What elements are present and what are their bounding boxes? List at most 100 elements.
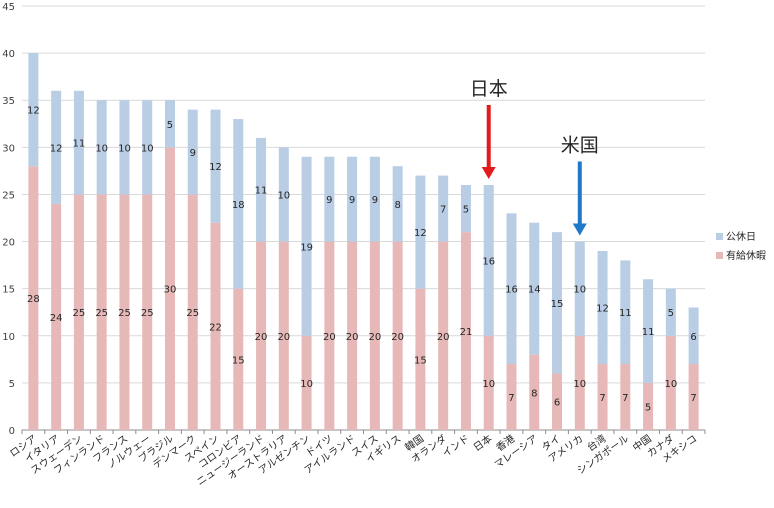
data-label-paid-leave: 7: [508, 393, 514, 404]
bar-segment-paid-leave: [51, 203, 62, 430]
bar-segment-paid-leave: [415, 288, 426, 430]
data-label-paid-leave: 28: [27, 294, 40, 305]
bar-segment-paid-leave: [460, 232, 471, 430]
bar-segment-paid-leave: [552, 373, 563, 430]
bar-segment-paid-leave: [278, 241, 289, 430]
y-tick-label: 5: [9, 379, 15, 390]
bar-segment-paid-leave: [529, 354, 540, 430]
bar-segment-paid-leave: [347, 241, 358, 430]
bar-segment-paid-leave: [96, 194, 107, 430]
bar-segment-public-holiday: [73, 90, 84, 195]
bar-segment-public-holiday: [415, 175, 426, 289]
bar-segment-public-holiday: [688, 307, 699, 365]
x-category-label: インド: [441, 433, 472, 459]
data-label-paid-leave: 21: [460, 327, 473, 338]
bar-segment-public-holiday: [187, 109, 198, 195]
y-tick-label: 40: [2, 49, 15, 60]
annotation-label: 米国: [561, 135, 599, 157]
annotation-label: 日本: [470, 78, 508, 100]
bar-segment-public-holiday: [597, 250, 608, 365]
bar-segment-paid-leave: [142, 194, 153, 430]
data-label-paid-leave: 25: [95, 308, 108, 319]
data-label-public-holiday: 10: [277, 190, 290, 201]
bar-segment-public-holiday: [369, 156, 380, 242]
data-label-paid-leave: 30: [164, 285, 177, 296]
bar-segment-paid-leave: [597, 364, 608, 430]
y-tick-label: 30: [2, 143, 15, 154]
data-label-paid-leave: 15: [232, 355, 245, 366]
data-label-public-holiday: 7: [440, 205, 446, 216]
data-label-public-holiday: 10: [118, 143, 131, 154]
data-label-paid-leave: 8: [531, 388, 537, 399]
data-label-public-holiday: 9: [190, 148, 196, 159]
data-label-paid-leave: 10: [573, 379, 586, 390]
data-label-public-holiday: 12: [414, 228, 427, 239]
y-tick-label: 0: [9, 426, 15, 437]
y-tick-label: 45: [2, 2, 15, 13]
data-label-paid-leave: 7: [599, 393, 605, 404]
data-label-paid-leave: 5: [645, 402, 651, 413]
data-label-public-holiday: 6: [690, 332, 696, 343]
bar-segment-public-holiday: [119, 100, 130, 195]
bar-segment-paid-leave: [574, 335, 585, 430]
data-label-paid-leave: 20: [391, 332, 404, 343]
y-tick-label: 20: [2, 238, 15, 249]
data-label-public-holiday: 19: [300, 242, 313, 253]
data-label-public-holiday: 16: [505, 285, 518, 296]
x-category-label: 日本: [471, 432, 495, 454]
bar-segment-public-holiday: [324, 156, 335, 242]
bar-segment-public-holiday: [301, 156, 312, 336]
bar-segment-paid-leave: [119, 194, 130, 430]
bar-segment-paid-leave: [210, 222, 221, 430]
data-label-paid-leave: 25: [141, 308, 154, 319]
bar-segment-paid-leave: [392, 241, 403, 430]
bar-segment-public-holiday: [620, 260, 631, 365]
data-label-public-holiday: 8: [394, 200, 400, 211]
data-label-public-holiday: 9: [349, 195, 355, 206]
data-label-paid-leave: 15: [414, 355, 427, 366]
data-label-public-holiday: 15: [551, 299, 564, 310]
data-label-paid-leave: 25: [73, 308, 86, 319]
data-label-paid-leave: 7: [622, 393, 628, 404]
bar-segment-paid-leave: [506, 364, 517, 430]
data-label-public-holiday: 12: [209, 162, 222, 173]
bar-segment-public-holiday: [438, 175, 449, 242]
data-label-public-holiday: 10: [95, 143, 108, 154]
data-label-public-holiday: 10: [141, 143, 154, 154]
y-tick-label: 15: [2, 285, 15, 296]
data-label-paid-leave: 24: [50, 313, 63, 324]
bar-segment-paid-leave: [688, 364, 699, 430]
y-tick-label: 35: [2, 96, 15, 107]
data-label-paid-leave: 22: [209, 322, 222, 333]
data-label-public-holiday: 12: [50, 143, 63, 154]
data-label-paid-leave: 20: [255, 332, 268, 343]
bar-segment-public-holiday: [256, 137, 267, 242]
legend-label: 有給休暇: [726, 249, 766, 262]
data-label-paid-leave: 20: [346, 332, 359, 343]
data-label-public-holiday: 12: [596, 304, 609, 315]
data-label-paid-leave: 20: [323, 332, 336, 343]
data-label-paid-leave: 20: [277, 332, 290, 343]
bar-segment-public-holiday: [665, 288, 676, 336]
bar-segment-public-holiday: [142, 100, 153, 195]
data-label-public-holiday: 16: [482, 256, 495, 267]
data-label-paid-leave: 10: [482, 379, 495, 390]
data-label-public-holiday: 14: [528, 285, 541, 296]
data-label-public-holiday: 11: [642, 327, 655, 338]
bar-segment-paid-leave: [164, 147, 175, 431]
data-label-paid-leave: 7: [690, 393, 696, 404]
data-label-public-holiday: 11: [619, 308, 632, 319]
bar-segment-paid-leave: [256, 241, 267, 430]
data-label-public-holiday: 9: [326, 195, 332, 206]
legend-swatch: [716, 252, 723, 259]
bar-segment-public-holiday: [210, 109, 221, 223]
data-label-paid-leave: 20: [437, 332, 450, 343]
bar-segment-public-holiday: [233, 119, 244, 289]
bar-segment-public-holiday: [278, 147, 289, 242]
bar-segment-paid-leave: [28, 166, 39, 430]
data-label-public-holiday: 9: [372, 195, 378, 206]
bar-segment-public-holiday: [28, 53, 39, 167]
bar-segment-paid-leave: [483, 335, 494, 430]
y-tick-label: 25: [2, 190, 15, 201]
y-tick-label: 10: [2, 332, 15, 343]
